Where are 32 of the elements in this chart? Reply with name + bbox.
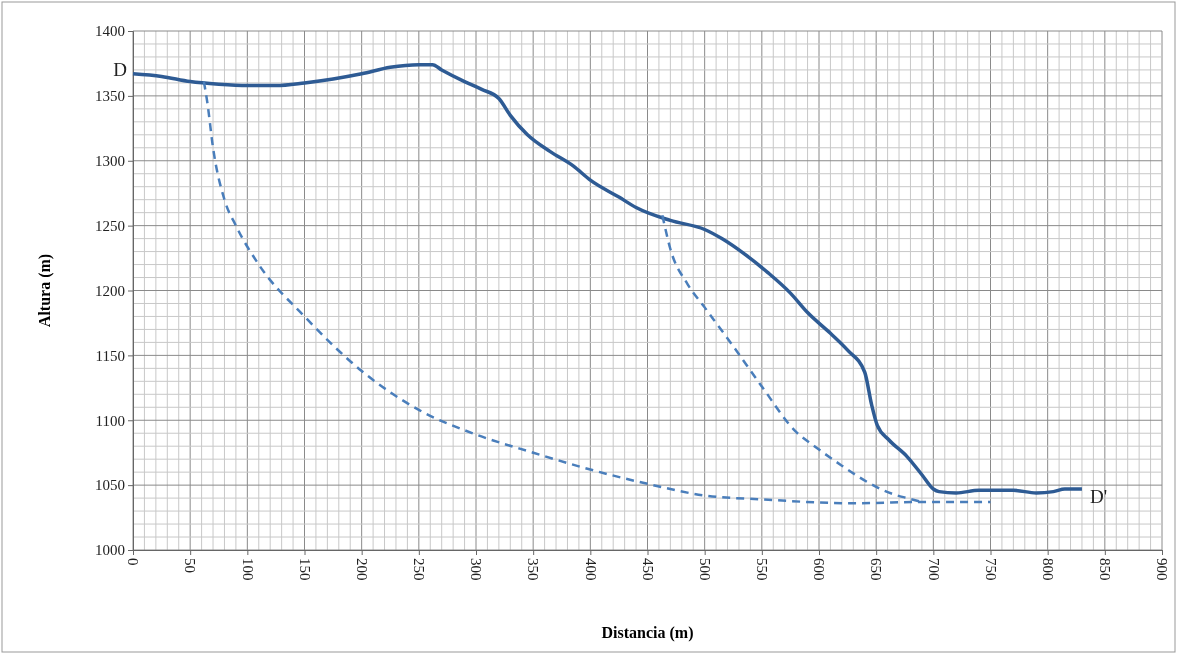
y-axis-title: Altura (m) <box>36 253 54 328</box>
y-tick-label: 1000 <box>95 542 125 559</box>
x-tick-label: 850 <box>1097 558 1114 581</box>
x-tick-label: 500 <box>696 558 713 581</box>
x-tick-label: 350 <box>525 558 542 581</box>
x-tick-label: 250 <box>411 558 428 581</box>
x-tick-label: 550 <box>754 558 771 581</box>
x-axis-title: Distancia (m) <box>601 624 694 642</box>
x-tick-label: 150 <box>296 558 313 581</box>
y-tick-label: 1200 <box>95 282 125 299</box>
x-tick-label: 200 <box>353 558 370 581</box>
y-tick-label: 1150 <box>95 347 125 364</box>
y-tick-label: 1350 <box>95 88 125 105</box>
x-tick-label: 900 <box>1154 558 1171 581</box>
y-tick-label: 1100 <box>95 412 125 429</box>
y-tick-label: 1250 <box>95 217 125 234</box>
y-tick-label: 1400 <box>95 23 125 40</box>
x-tick-label: 450 <box>639 558 656 581</box>
x-tick-label: 700 <box>925 558 942 581</box>
x-tick-label: 100 <box>239 558 256 581</box>
x-tick-label: 650 <box>868 558 885 581</box>
x-tick-label: 50 <box>182 558 199 573</box>
x-tick-label: 600 <box>811 558 828 581</box>
annotation: D <box>113 58 127 80</box>
y-tick-label: 1050 <box>95 477 125 494</box>
x-tick-label: 300 <box>468 558 485 581</box>
x-tick-label: 400 <box>582 558 599 581</box>
y-tick-label: 1300 <box>95 153 125 170</box>
x-tick-label: 0 <box>125 558 142 566</box>
x-tick-label: 800 <box>1039 558 1056 581</box>
annotation: D' <box>1089 486 1108 508</box>
x-tick-label: 750 <box>982 558 999 581</box>
